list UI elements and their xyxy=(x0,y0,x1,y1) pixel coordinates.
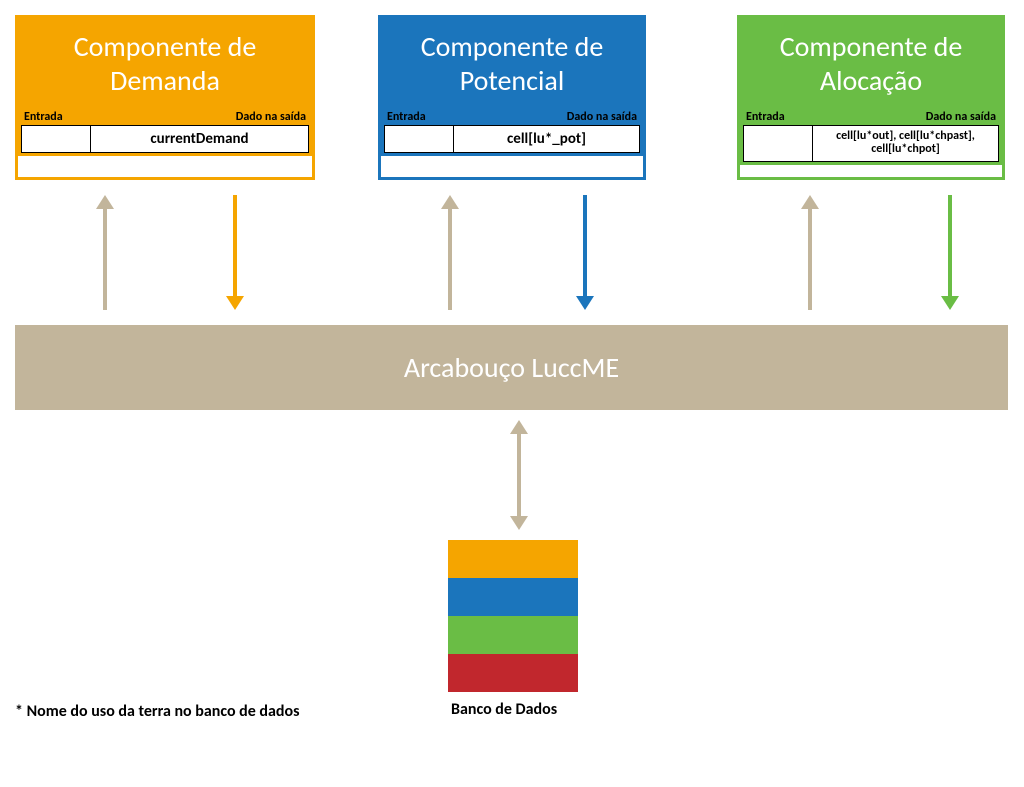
entrada-cell-0 xyxy=(21,125,91,153)
component-title-0: Componente deDemanda xyxy=(18,18,312,109)
saida-label: Dado na saída xyxy=(567,110,637,124)
component-title-2: Componente deAlocação xyxy=(740,18,1002,109)
io-labels-1: Entrada Dado na saída xyxy=(381,109,643,125)
arrow-up-head-icon xyxy=(441,195,459,209)
entrada-cell-2 xyxy=(743,125,813,161)
arrow-bidir xyxy=(509,420,529,530)
db-stripe-0 xyxy=(448,540,578,578)
arrow-bidir-down-icon xyxy=(510,516,528,530)
component-box-1: Componente dePotencialEntradaDado na saí… xyxy=(378,15,646,180)
arrow-down-head-icon xyxy=(226,296,244,310)
framework-bar: Arcabouço LuccME xyxy=(15,325,1008,410)
arrow-down-line xyxy=(583,195,587,298)
entrada-cell-1 xyxy=(384,125,454,153)
arrow-up-line xyxy=(808,207,812,310)
component-title-1: Componente dePotencial xyxy=(381,18,643,109)
component-title-line2: Demanda xyxy=(23,64,307,98)
saida-cell-1: cell[lu*_pot] xyxy=(454,125,640,153)
io-labels-2: Entrada Dado na saída xyxy=(740,109,1002,125)
arrow-up-1 xyxy=(440,195,460,310)
db-stripe-2 xyxy=(448,616,578,654)
arrow-down-2 xyxy=(940,195,960,310)
saida-label: Dado na saída xyxy=(926,110,996,124)
arrow-down-0 xyxy=(225,195,245,310)
component-title-line1: Componente de xyxy=(386,30,638,64)
saida-label: Dado na saída xyxy=(236,110,306,124)
db-stripe-1 xyxy=(448,578,578,616)
arrow-bidir-up-icon xyxy=(510,420,528,434)
arrow-down-1 xyxy=(575,195,595,310)
footnote: * Nome do uso da terra no banco de dados xyxy=(15,702,299,721)
component-title-line1: Componente de xyxy=(23,30,307,64)
entrada-label: Entrada xyxy=(746,110,785,124)
saida-cell-2: cell[lu*out], cell[lu*chpast], cell[lu*c… xyxy=(813,125,999,161)
io-row-1: cell[lu*_pot] xyxy=(381,125,643,156)
component-title-line2: Potencial xyxy=(386,64,638,98)
arrow-up-line xyxy=(448,207,452,310)
arrow-up-head-icon xyxy=(801,195,819,209)
db-stack xyxy=(448,540,578,692)
entrada-label: Entrada xyxy=(387,110,426,124)
arrow-up-0 xyxy=(95,195,115,310)
arrow-down-line xyxy=(233,195,237,298)
component-box-2: Componente deAlocaçãoEntradaDado na saíd… xyxy=(737,15,1005,180)
db-stripe-3 xyxy=(448,654,578,692)
io-row-2: cell[lu*out], cell[lu*chpast], cell[lu*c… xyxy=(740,125,1002,164)
saida-cell-0: currentDemand xyxy=(91,125,309,153)
arrow-up-line xyxy=(103,207,107,310)
component-title-line1: Componente de xyxy=(745,30,997,64)
io-labels-0: Entrada Dado na saída xyxy=(18,109,312,125)
arrow-up-2 xyxy=(800,195,820,310)
entrada-label: Entrada xyxy=(24,110,63,124)
db-label: Banco de Dados xyxy=(451,700,557,719)
io-row-0: currentDemand xyxy=(18,125,312,156)
arrow-up-head-icon xyxy=(96,195,114,209)
component-box-0: Componente deDemandaEntradaDado na saída… xyxy=(15,15,315,180)
component-title-line2: Alocação xyxy=(745,64,997,98)
arrow-down-head-icon xyxy=(941,296,959,310)
arrow-down-head-icon xyxy=(576,296,594,310)
arrow-bidir-line xyxy=(517,432,521,518)
arrow-down-line xyxy=(948,195,952,298)
